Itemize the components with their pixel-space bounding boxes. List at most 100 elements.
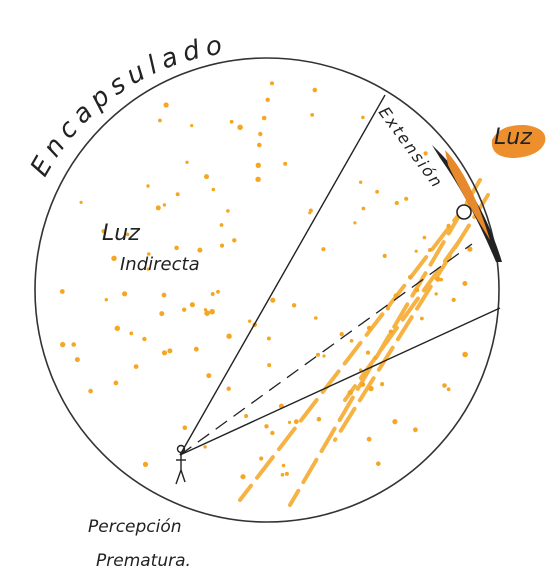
dot [293,419,299,425]
observer [175,444,186,485]
dot [259,456,264,461]
dot [394,200,399,206]
dot [210,292,215,296]
dot [190,124,194,128]
dot [267,363,272,368]
dot [197,247,203,253]
dot [133,364,139,369]
dot [226,209,230,213]
dot [71,342,76,347]
dot [248,319,252,323]
dot [182,425,188,431]
dot [232,238,237,243]
dot [155,205,161,211]
perception-label-2: Prematura. [96,551,191,571]
dot [353,221,357,225]
dot [203,445,207,449]
light-streaks [238,178,490,507]
dot [361,206,366,211]
dot [451,297,456,302]
dot [204,174,209,180]
dot [366,436,372,442]
dot [446,387,451,392]
dot [270,430,275,436]
dot [189,302,195,308]
dot [258,131,263,137]
dot [359,180,363,184]
dot [361,115,365,120]
enclosure-label-path: Encapsulado [25,30,224,182]
dot [163,102,169,108]
dot [266,336,271,341]
dot [204,310,210,317]
dot [375,189,379,194]
dot [206,373,212,379]
dot [111,255,117,261]
dot [287,420,292,424]
dot [261,115,267,121]
dot [113,380,119,386]
dot [382,253,387,258]
dot [291,303,297,308]
enclosure-circle [34,57,500,523]
dot [147,252,151,256]
dot [129,331,134,336]
dot [226,333,232,339]
dot [462,281,468,286]
dot [255,176,261,182]
dot [339,332,344,337]
dot [442,383,447,388]
dot [376,461,381,467]
perception-label-1: Percepción [88,517,182,537]
dot [269,81,275,86]
dot [104,298,109,302]
dot [211,187,216,192]
indirect-light-label-1: Luz [102,221,140,246]
view-line-dashed [179,243,473,456]
dot [462,351,468,358]
dot [146,184,150,188]
dot [264,424,269,429]
dot [162,203,167,207]
dot [142,336,147,342]
dot [240,474,246,480]
dot [88,388,93,394]
dot [146,267,150,271]
dot [349,339,354,343]
dot [161,350,168,356]
dot [59,289,65,294]
dot [158,118,162,123]
dot [467,246,473,252]
dot [308,208,313,213]
light-source [491,124,546,158]
light-arc [432,145,502,262]
dot [310,113,315,117]
dot [316,416,322,422]
dot [284,471,289,476]
dot [216,289,220,294]
dot [434,292,438,296]
dot [422,235,427,240]
dot [244,414,249,418]
dot [193,346,199,352]
dot [174,245,179,251]
dot [414,249,418,253]
light-label: Luz [494,125,532,150]
dot [439,277,444,282]
dot [283,161,288,166]
dot [322,354,326,358]
dot [74,357,80,363]
dot [79,200,83,204]
dot [182,307,187,312]
extension-label-path: Extensión [375,103,445,192]
dot [60,341,66,348]
dot [392,419,398,425]
dot [114,325,121,331]
dot [237,124,243,131]
view-line-upper [179,94,386,456]
dot [142,461,149,467]
dot [209,308,215,315]
dot [226,386,231,391]
dot [175,192,180,197]
